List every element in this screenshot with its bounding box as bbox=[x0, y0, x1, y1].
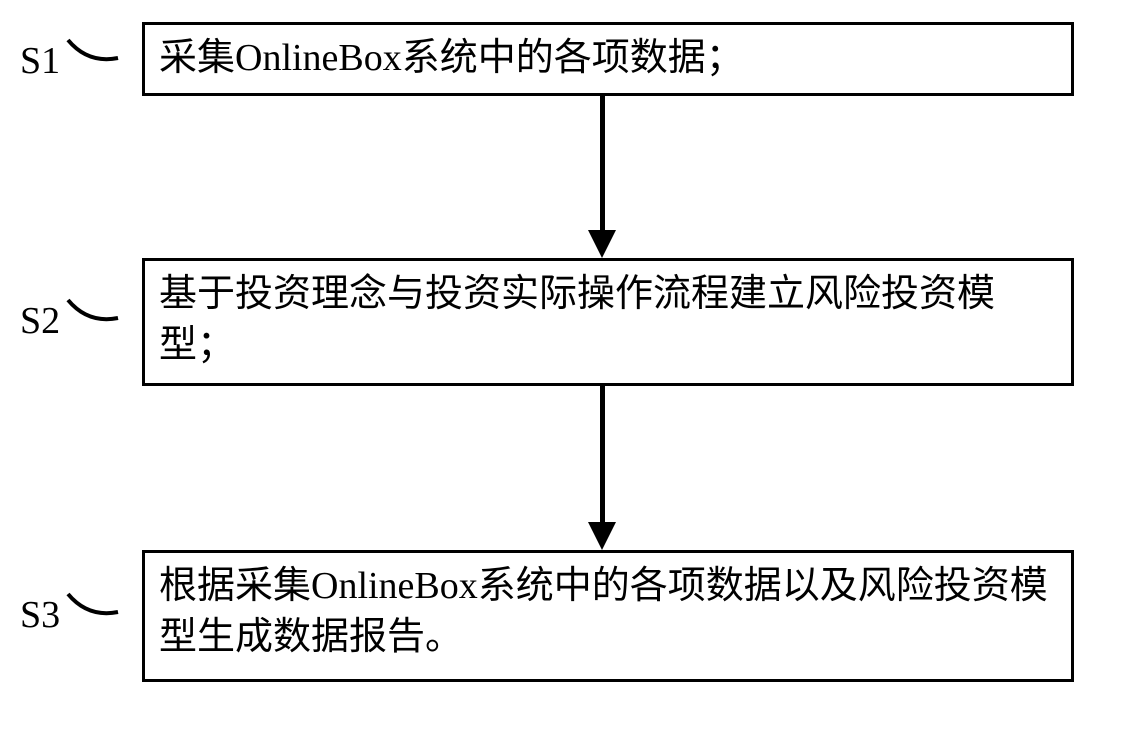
curve-connector-icon bbox=[66, 298, 122, 344]
step-label-s1: S1 bbox=[20, 38, 122, 84]
curve-connector-icon bbox=[66, 38, 122, 84]
arrow-s1-s2 bbox=[588, 96, 616, 258]
arrow-line bbox=[600, 386, 605, 522]
step-label-s2: S2 bbox=[20, 298, 122, 344]
step-box-s2-text: 基于投资理念与投资实际操作流程建立风险投资模型； bbox=[159, 269, 1057, 372]
arrow-head-icon bbox=[588, 522, 616, 550]
arrow-head-icon bbox=[588, 230, 616, 258]
step-box-s1: 采集OnlineBox系统中的各项数据； bbox=[142, 22, 1074, 96]
curve-connector-icon bbox=[66, 592, 122, 638]
step-box-s1-text: 采集OnlineBox系统中的各项数据； bbox=[159, 33, 744, 84]
step-box-s3-text: 根据采集OnlineBox系统中的各项数据以及风险投资模型生成数据报告。 bbox=[159, 561, 1057, 664]
step-label-s3: S3 bbox=[20, 592, 122, 638]
flowchart-container: S1 采集OnlineBox系统中的各项数据； S2 基于投资理念与投资实际操作… bbox=[0, 0, 1124, 733]
step-box-s2: 基于投资理念与投资实际操作流程建立风险投资模型； bbox=[142, 258, 1074, 386]
arrow-line bbox=[600, 96, 605, 230]
step-box-s3: 根据采集OnlineBox系统中的各项数据以及风险投资模型生成数据报告。 bbox=[142, 550, 1074, 682]
step-label-s1-text: S1 bbox=[20, 39, 60, 83]
step-label-s3-text: S3 bbox=[20, 593, 60, 637]
step-label-s2-text: S2 bbox=[20, 299, 60, 343]
arrow-s2-s3 bbox=[588, 386, 616, 550]
